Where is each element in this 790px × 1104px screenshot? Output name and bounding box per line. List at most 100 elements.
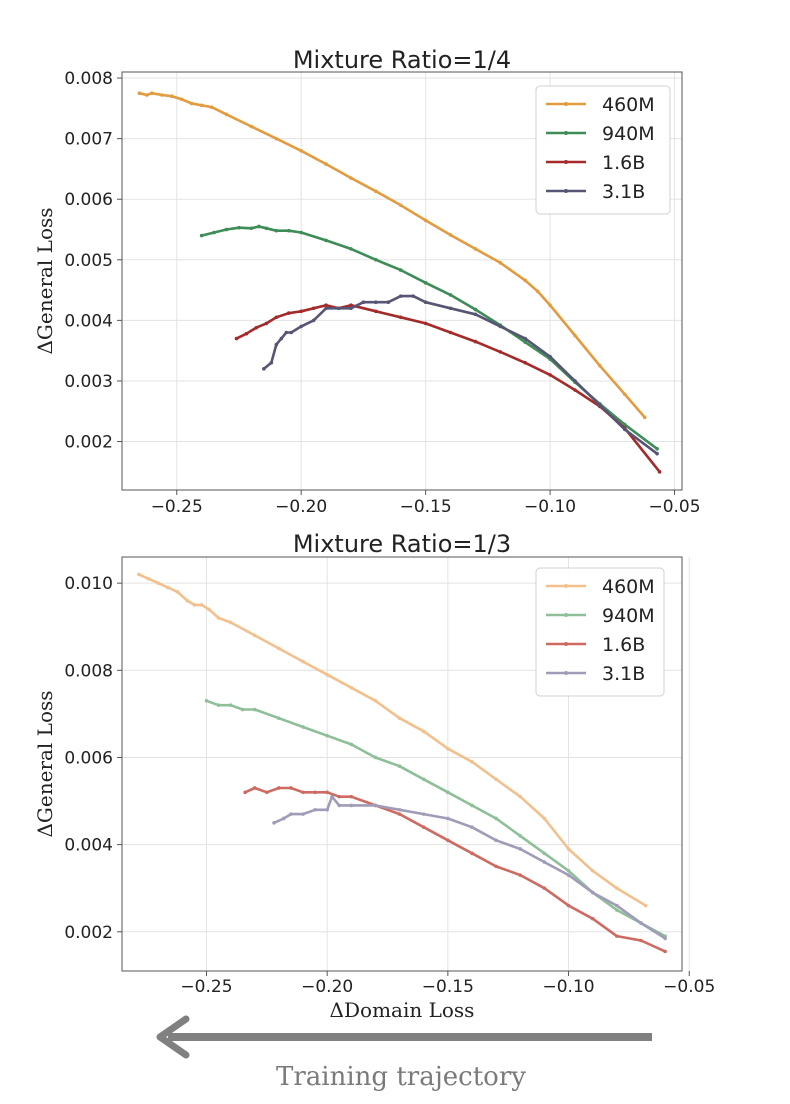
data-point <box>257 224 261 229</box>
data-point <box>448 233 453 237</box>
legend-label: 1.6B <box>602 634 645 656</box>
data-point <box>622 427 627 432</box>
legend: 460M 940M 1.6B 3.1B <box>535 567 665 697</box>
plot-frame <box>121 71 683 491</box>
data-point <box>542 816 547 821</box>
y-tick-label: 0.004 <box>64 311 113 331</box>
data-point <box>518 794 523 799</box>
data-point <box>498 324 503 329</box>
data-point <box>642 415 647 420</box>
data-point <box>423 281 428 285</box>
data-point <box>548 303 552 308</box>
data-point <box>548 354 552 359</box>
y-axis-label: ΔGeneral Loss <box>33 207 57 354</box>
legend-label: 3.1B <box>602 663 645 685</box>
data-point <box>286 311 291 315</box>
data-point <box>325 807 329 812</box>
data-point <box>421 729 426 734</box>
x-axis-label: ΔDomain Loss <box>330 998 475 1022</box>
x-tick-label: −0.20 <box>275 497 327 517</box>
data-point <box>228 620 233 625</box>
data-point <box>160 93 164 97</box>
data-point <box>566 847 571 851</box>
data-point <box>473 307 478 312</box>
data-point <box>150 91 154 96</box>
data-point <box>277 786 281 790</box>
data-point <box>216 703 221 707</box>
data-point <box>523 336 527 341</box>
data-point <box>423 218 428 223</box>
data-point <box>137 91 142 96</box>
data-point <box>398 315 403 320</box>
data-point <box>542 860 547 864</box>
data-point <box>301 812 305 816</box>
legend-label: 1.6B <box>602 152 645 174</box>
data-point <box>249 226 254 231</box>
data-point <box>397 716 402 721</box>
series-line-1.6B <box>235 303 661 474</box>
data-point <box>289 786 293 790</box>
training-trajectory-caption: Training trajectory <box>276 1062 526 1092</box>
data-point <box>473 312 478 317</box>
series-line-460M <box>137 573 648 907</box>
data-point <box>337 803 342 808</box>
data-point <box>224 227 229 232</box>
data-point <box>373 803 378 808</box>
data-point <box>336 306 341 311</box>
data-point <box>663 949 667 954</box>
chart-title: Mixture Ratio=1/4 <box>293 46 511 74</box>
data-point <box>498 261 503 265</box>
x-tick-label: −0.20 <box>301 977 353 997</box>
chart-title: Mixture Ratio=1/3 <box>293 530 511 558</box>
x-tick-label: −0.15 <box>422 977 474 997</box>
data-point <box>279 336 284 341</box>
x-tick-label: −0.10 <box>542 977 594 997</box>
data-point <box>421 825 426 829</box>
data-point <box>598 403 602 407</box>
data-point <box>349 685 354 690</box>
data-point <box>324 238 328 243</box>
legend-label: 460M <box>602 576 655 598</box>
data-point <box>470 825 474 829</box>
data-point <box>349 306 353 311</box>
data-point <box>264 321 269 326</box>
y-tick-label: 0.008 <box>64 69 113 89</box>
data-point <box>590 868 595 873</box>
data-point <box>299 148 304 153</box>
data-point <box>470 760 474 764</box>
data-point <box>146 576 151 581</box>
training-trajectory-arrow <box>156 1015 652 1059</box>
data-point <box>204 699 209 703</box>
series-line-940M <box>205 699 667 938</box>
data-point <box>657 470 662 474</box>
series-460M <box>137 572 648 908</box>
data-point <box>286 228 291 233</box>
x-tick-label: −0.15 <box>400 497 452 517</box>
series-1.6B <box>243 786 667 954</box>
data-point <box>289 812 293 816</box>
data-point <box>274 228 279 233</box>
legend-label: 460M <box>602 94 655 116</box>
data-point <box>337 794 342 799</box>
series-line-3.1B <box>262 294 659 456</box>
data-point <box>216 616 221 620</box>
data-point <box>299 230 304 235</box>
data-point <box>518 873 523 877</box>
data-point <box>274 136 279 141</box>
data-point <box>523 278 527 283</box>
data-point <box>212 230 216 235</box>
series-940M <box>204 699 667 938</box>
data-point <box>448 330 453 335</box>
legend-label: 3.1B <box>602 181 645 203</box>
data-point <box>209 105 214 109</box>
data-point <box>446 838 450 843</box>
series-3.1B <box>272 794 667 941</box>
data-point <box>639 921 643 925</box>
data-point <box>349 742 354 747</box>
data-point <box>199 103 204 108</box>
data-point <box>313 807 317 812</box>
data-point <box>349 794 354 799</box>
y-tick-label: 0.010 <box>64 574 113 594</box>
data-point <box>566 873 571 877</box>
data-point <box>244 331 249 336</box>
